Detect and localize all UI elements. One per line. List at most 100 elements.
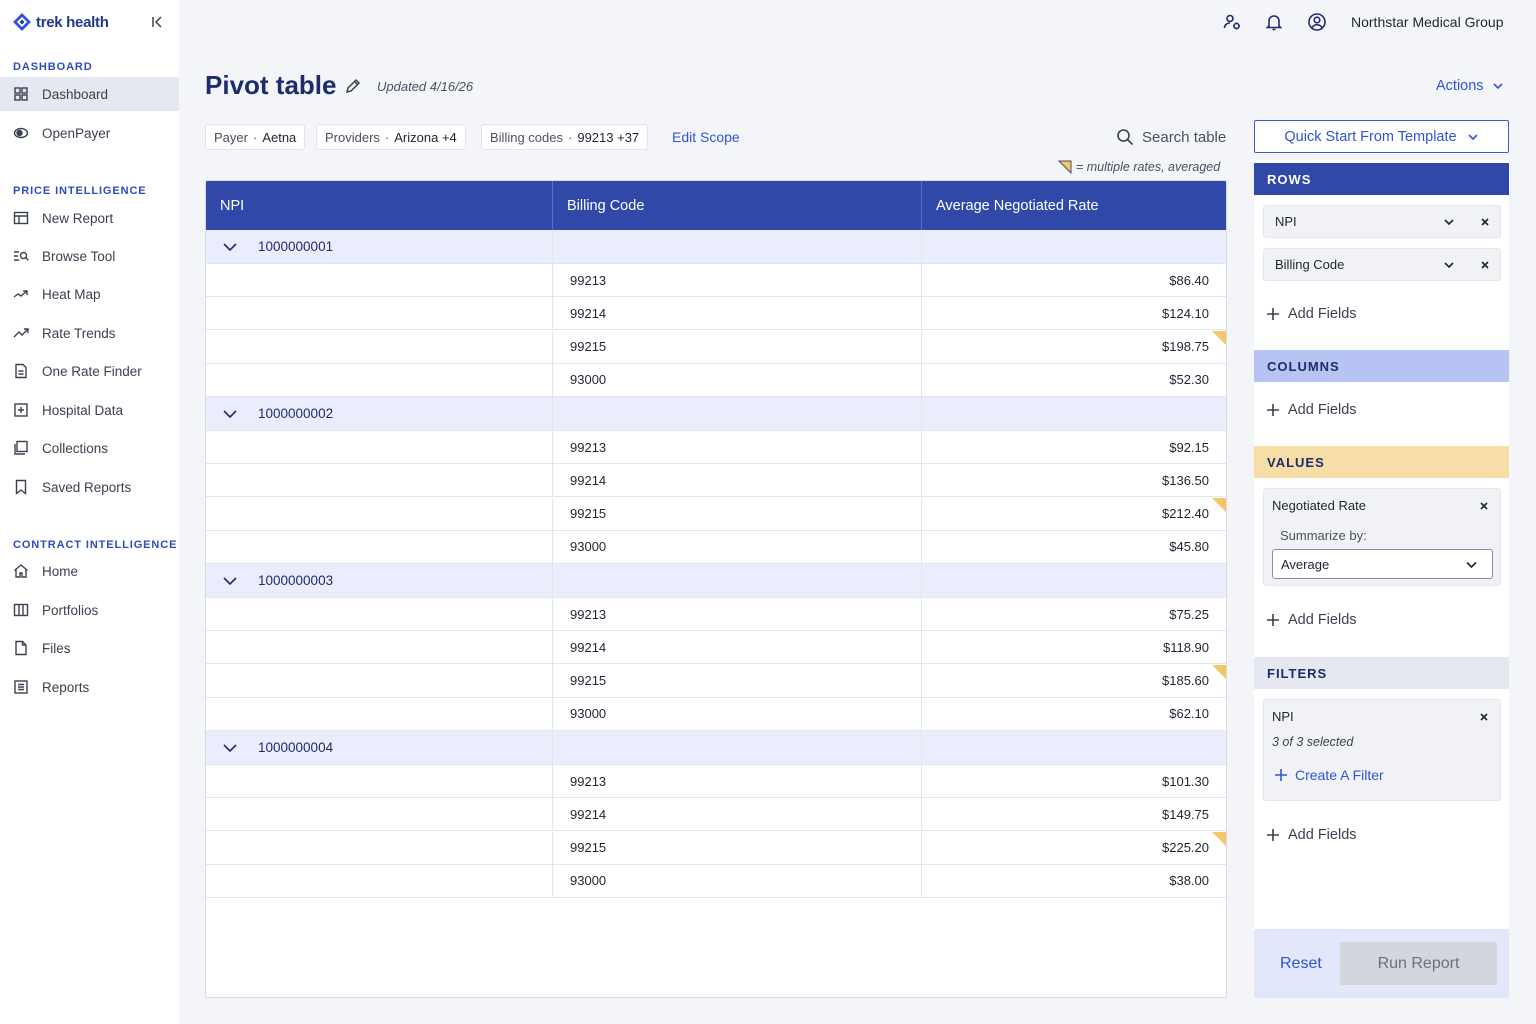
sidebar-item-label: Browse Tool bbox=[42, 248, 116, 264]
account-icon[interactable] bbox=[1307, 12, 1327, 32]
create-filter-button[interactable]: Create A Filter bbox=[1274, 767, 1384, 783]
field-label: NPI bbox=[1275, 214, 1297, 229]
table-group-row[interactable]: 1000000004 bbox=[206, 731, 1226, 765]
rate-cell: $185.60 bbox=[922, 664, 1226, 697]
sidebar-item-openpayer[interactable]: OpenPayer bbox=[0, 116, 179, 150]
multi-rate-flag-icon bbox=[1212, 831, 1226, 848]
chevron-down-icon bbox=[1492, 80, 1504, 92]
sidebar-item-browse-tool[interactable]: Browse Tool bbox=[0, 239, 179, 273]
users-icon[interactable] bbox=[1222, 12, 1242, 32]
sidebar-item-hospital-data[interactable]: Hospital Data bbox=[0, 393, 179, 427]
run-report-button[interactable]: Run Report bbox=[1340, 942, 1497, 985]
add-fields-label: Add Fields bbox=[1288, 827, 1357, 843]
chevron-down-icon[interactable] bbox=[222, 573, 238, 589]
summarize-select[interactable]: Average bbox=[1272, 549, 1493, 579]
sidebar-item-portfolios[interactable]: Portfolios bbox=[0, 593, 179, 627]
table-row: 99213 $101.30 bbox=[206, 765, 1226, 798]
row-field-billing-code[interactable]: Billing Code bbox=[1263, 248, 1501, 281]
chip-key: Providers bbox=[325, 129, 380, 145]
close-icon[interactable] bbox=[1477, 499, 1491, 513]
collections-icon bbox=[13, 440, 29, 456]
close-icon[interactable] bbox=[1478, 215, 1492, 229]
sidebar-item-label: One Rate Finder bbox=[42, 363, 142, 379]
billing-code-cell: 93000 bbox=[553, 530, 922, 563]
column-header-rate[interactable]: Average Negotiated Rate bbox=[936, 197, 1099, 214]
bookmark-icon bbox=[13, 479, 29, 495]
sidebar-item-saved-reports[interactable]: Saved Reports bbox=[0, 470, 179, 504]
quick-start-label: Quick Start From Template bbox=[1284, 128, 1457, 145]
chevron-down-icon[interactable] bbox=[222, 239, 238, 255]
sidebar-item-one-rate-finder[interactable]: One Rate Finder bbox=[0, 354, 179, 388]
openpayer-icon bbox=[13, 125, 29, 141]
row-field-npi[interactable]: NPI bbox=[1263, 205, 1501, 238]
rows-add-fields-button[interactable]: Add Fields bbox=[1266, 306, 1357, 322]
browse-icon bbox=[13, 248, 29, 264]
reset-button[interactable]: Reset bbox=[1280, 955, 1322, 972]
empty-cell bbox=[206, 697, 553, 730]
table-row: 99215 $185.60 bbox=[206, 664, 1226, 698]
scope-chip-billing-codes[interactable]: Billing codes · 99213 +37 bbox=[481, 124, 649, 150]
sidebar-item-dashboard[interactable]: Dashboard bbox=[0, 77, 179, 111]
search-table[interactable]: Search table bbox=[1116, 128, 1226, 146]
chip-separator: · bbox=[252, 129, 258, 145]
scope-chip-payer[interactable]: Payer · Aetna bbox=[205, 124, 306, 150]
sidebar-item-collections[interactable]: Collections bbox=[0, 431, 179, 465]
empty-cell bbox=[206, 798, 553, 831]
sidebar-item-heat-map[interactable]: Heat Map bbox=[0, 277, 179, 311]
billing-code-cell: 99215 bbox=[553, 664, 922, 697]
sidebar-item-home[interactable]: Home bbox=[0, 554, 179, 588]
billing-code-cell: 99215 bbox=[553, 831, 922, 864]
chevron-down-icon[interactable] bbox=[1442, 215, 1456, 229]
pencil-icon[interactable] bbox=[344, 77, 362, 95]
filters-section-title: FILTERS bbox=[1254, 657, 1509, 689]
collapse-sidebar-icon[interactable] bbox=[149, 14, 165, 30]
sidebar-item-files[interactable]: Files bbox=[0, 631, 179, 665]
quick-start-template-button[interactable]: Quick Start From Template bbox=[1254, 120, 1509, 153]
search-icon bbox=[1116, 128, 1134, 146]
sidebar-item-label: New Report bbox=[42, 210, 114, 226]
close-icon[interactable] bbox=[1478, 258, 1492, 272]
logo[interactable]: trek health bbox=[12, 12, 109, 32]
heatmap-icon bbox=[13, 286, 29, 302]
sidebar-item-label: Files bbox=[42, 640, 71, 656]
billing-code-cell: 99215 bbox=[553, 330, 922, 363]
sidebar-section-title: CONTRACT INTELLIGENCE bbox=[13, 539, 178, 551]
sidebar-item-label: Dashboard bbox=[42, 86, 109, 102]
sidebar-item-rate-trends[interactable]: Rate Trends bbox=[0, 316, 179, 350]
chevron-down-icon[interactable] bbox=[1442, 258, 1456, 272]
rate-cell: $225.20 bbox=[922, 831, 1226, 864]
table-row: 93000 $62.10 bbox=[206, 697, 1226, 731]
billing-code-cell: 99215 bbox=[553, 497, 922, 530]
table-row: 99215 $212.40 bbox=[206, 497, 1226, 531]
table-group-row[interactable]: 1000000002 bbox=[206, 397, 1226, 431]
sidebar-item-new-report[interactable]: New Report bbox=[0, 201, 179, 235]
empty-cell bbox=[206, 530, 553, 563]
org-name[interactable]: Northstar Medical Group bbox=[1351, 14, 1504, 30]
pivot-table: NPI Billing Code Average Negotiated Rate… bbox=[205, 180, 1227, 998]
npi-cell: 1000000002 bbox=[206, 397, 553, 430]
column-header-billing-code[interactable]: Billing Code bbox=[553, 181, 922, 230]
billing-code-cell: 99214 bbox=[553, 464, 922, 497]
multi-rate-flag-icon bbox=[1058, 160, 1072, 174]
sidebar-item-reports[interactable]: Reports bbox=[0, 670, 179, 704]
values-add-fields-button[interactable]: Add Fields bbox=[1266, 612, 1357, 628]
edit-scope-link[interactable]: Edit Scope bbox=[672, 129, 740, 145]
bell-icon[interactable] bbox=[1264, 12, 1284, 32]
actions-menu[interactable]: Actions bbox=[1436, 78, 1504, 94]
close-icon[interactable] bbox=[1477, 710, 1491, 724]
empty-cell bbox=[206, 831, 553, 864]
filters-add-fields-button[interactable]: Add Fields bbox=[1266, 827, 1357, 843]
column-header-npi[interactable]: NPI bbox=[206, 181, 553, 230]
rate-cell: $92.15 bbox=[1169, 439, 1209, 455]
actions-label: Actions bbox=[1436, 78, 1484, 94]
columns-add-fields-button[interactable]: Add Fields bbox=[1266, 402, 1357, 418]
multi-rate-flag-icon bbox=[1212, 330, 1226, 347]
chevron-down-icon[interactable] bbox=[222, 740, 238, 756]
scope-chip-providers[interactable]: Providers · Arizona +4 bbox=[316, 124, 466, 150]
home-icon bbox=[13, 563, 29, 579]
rate-cell: $136.50 bbox=[1162, 472, 1209, 488]
chevron-down-icon[interactable] bbox=[222, 406, 238, 422]
table-group-row[interactable]: 1000000003 bbox=[206, 564, 1226, 598]
table-group-row[interactable]: 1000000001 bbox=[206, 230, 1226, 264]
sidebar-item-label: Reports bbox=[42, 679, 90, 695]
